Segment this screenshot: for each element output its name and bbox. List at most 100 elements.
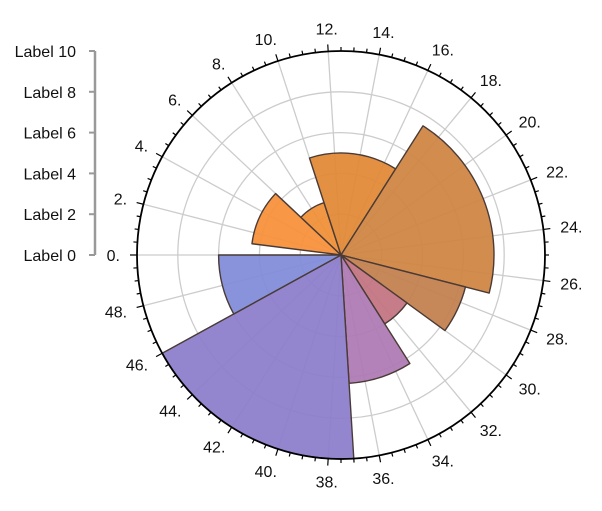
minor-tick <box>240 433 244 438</box>
minor-tick <box>391 53 394 58</box>
major-tick <box>530 176 538 181</box>
minor-tick <box>541 292 546 295</box>
angle-tick-label: 42. <box>203 440 225 457</box>
radial-tick-label: Label 2 <box>24 207 77 224</box>
minor-tick <box>147 329 152 333</box>
minor-tick <box>152 165 157 169</box>
angle-tick-label: 44. <box>159 403 181 420</box>
angle-tick-labels: 0. 2. 4. 6. 8. 10. 12. 14. 16. 18. 20. 22. 24. 26. 28.… <box>105 21 583 491</box>
minor-tick <box>489 112 494 116</box>
angle-tick-label: 40. <box>255 464 277 481</box>
radial-tick-label: Label 4 <box>24 166 77 183</box>
major-tick <box>530 329 538 334</box>
minor-tick <box>519 352 524 356</box>
major-tick <box>427 63 432 71</box>
minor-tick <box>142 317 148 320</box>
minor-tick <box>480 403 484 408</box>
angle-tick-label: 26. <box>560 277 582 294</box>
angle-tick-label: 24. <box>560 220 582 237</box>
minor-tick <box>134 228 139 231</box>
minor-tick <box>218 419 222 424</box>
minor-tick <box>180 121 185 126</box>
angle-tick-label: 22. <box>546 164 568 181</box>
minor-tick <box>198 102 202 107</box>
minor-tick <box>263 61 267 66</box>
major-tick <box>136 201 144 205</box>
minor-tick <box>391 452 394 457</box>
angle-tick-label: 8. <box>212 56 225 73</box>
major-tick <box>470 411 476 418</box>
angle-tick-label: 10. <box>255 32 277 49</box>
major-tick <box>186 110 193 116</box>
minor-tick <box>147 177 152 181</box>
major-tick <box>186 394 193 400</box>
angle-tick-label: 18. <box>480 73 502 90</box>
minor-tick <box>403 448 406 454</box>
polar-frame <box>130 44 551 466</box>
minor-tick <box>136 215 141 218</box>
angle-tick-label: 34. <box>432 453 454 470</box>
minor-tick <box>438 433 442 438</box>
minor-tick <box>497 121 502 126</box>
bar-wedge <box>340 254 467 332</box>
bars <box>161 125 495 460</box>
minor-tick <box>314 457 317 462</box>
angle-tick-label: 38. <box>316 475 338 492</box>
major-tick <box>136 305 144 309</box>
minor-tick <box>198 403 202 408</box>
angle-tick-label: 36. <box>372 471 394 488</box>
minor-tick <box>301 455 304 460</box>
minor-tick <box>365 48 368 53</box>
minor-tick <box>165 363 170 367</box>
minor-tick <box>240 72 244 77</box>
minor-tick <box>134 279 139 282</box>
radial-tick-label: Label 0 <box>24 248 77 265</box>
major-tick <box>470 92 476 99</box>
major-tick <box>378 455 382 463</box>
minor-tick <box>263 444 267 449</box>
major-tick <box>275 54 279 62</box>
angle-tick-label: 30. <box>519 381 541 398</box>
minor-tick <box>519 154 524 158</box>
minor-tick <box>172 132 177 136</box>
minor-tick <box>288 53 291 58</box>
bar-wedge <box>217 254 342 315</box>
angle-tick-label: 48. <box>105 305 127 322</box>
minor-tick <box>152 341 157 345</box>
minor-tick <box>207 94 212 99</box>
minor-tick <box>460 86 464 91</box>
angle-tick-label: 28. <box>546 332 568 349</box>
major-tick <box>275 448 279 456</box>
minor-tick <box>538 202 543 205</box>
minor-tick <box>365 457 368 462</box>
radial-scale: Label 0 Label 2 Label 4 Label 6 Label 8 Label… <box>15 44 97 265</box>
angle-tick-label: 14. <box>372 25 394 42</box>
minor-tick <box>415 444 419 449</box>
angle-tick-label: 4. <box>135 139 148 156</box>
major-tick <box>227 76 233 84</box>
minor-tick <box>525 341 530 345</box>
angle-tick-label: 0. <box>107 248 120 265</box>
minor-tick <box>512 363 517 367</box>
minor-tick <box>525 165 530 169</box>
radial-tick-label: Label 8 <box>24 85 77 102</box>
minor-tick <box>251 439 255 444</box>
angle-tick-label: 46. <box>126 357 148 374</box>
radial-tick-label: Label 6 <box>24 126 77 143</box>
minor-tick <box>460 419 464 424</box>
major-tick <box>155 152 163 158</box>
major-tick <box>543 279 551 283</box>
minor-tick <box>449 426 453 431</box>
major-tick <box>227 426 233 434</box>
major-tick <box>505 130 513 136</box>
bar-wedge <box>340 125 495 294</box>
minor-tick <box>512 143 517 147</box>
bar-wedge <box>251 192 342 256</box>
angle-tick-label: 12. <box>316 21 338 38</box>
minor-tick <box>534 317 540 320</box>
minor-tick <box>438 72 442 77</box>
minor-tick <box>251 66 255 71</box>
minor-tick <box>218 86 222 91</box>
minor-tick <box>172 374 177 378</box>
minor-tick <box>534 190 540 193</box>
